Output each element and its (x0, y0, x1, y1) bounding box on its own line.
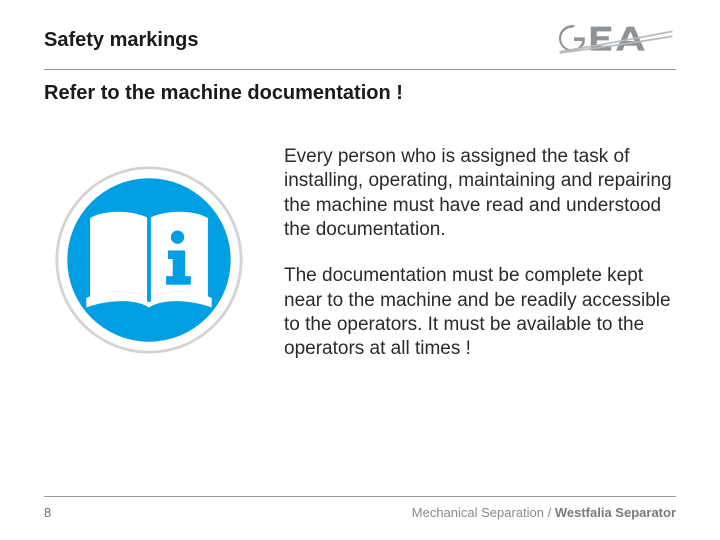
slide-subtitle: Refer to the machine documentation ! (0, 70, 720, 105)
footer-product: Westfalia Separator (555, 505, 676, 520)
read-manual-icon (54, 165, 244, 355)
paragraph-1: Every person who is assigned the task of… (284, 145, 676, 242)
footer-brand: Mechanical Separation / Westfalia Separa… (412, 505, 676, 520)
footer-rule (44, 496, 676, 497)
footer-row: 8 Mechanical Separation / Westfalia Sepa… (44, 505, 676, 520)
icon-column (44, 145, 254, 384)
slide-header: Safety markings (0, 0, 720, 69)
footer-dept: Mechanical Separation / (412, 505, 555, 520)
slide-title: Safety markings (44, 29, 199, 52)
gea-logo-svg (556, 22, 676, 54)
gea-logo (556, 22, 676, 59)
paragraph-2: The documentation must be complete kept … (284, 264, 676, 361)
content-area: Every person who is assigned the task of… (0, 105, 720, 384)
page-number: 8 (44, 505, 51, 520)
text-column: Every person who is assigned the task of… (284, 145, 676, 384)
slide-footer: 8 Mechanical Separation / Westfalia Sepa… (0, 496, 720, 520)
